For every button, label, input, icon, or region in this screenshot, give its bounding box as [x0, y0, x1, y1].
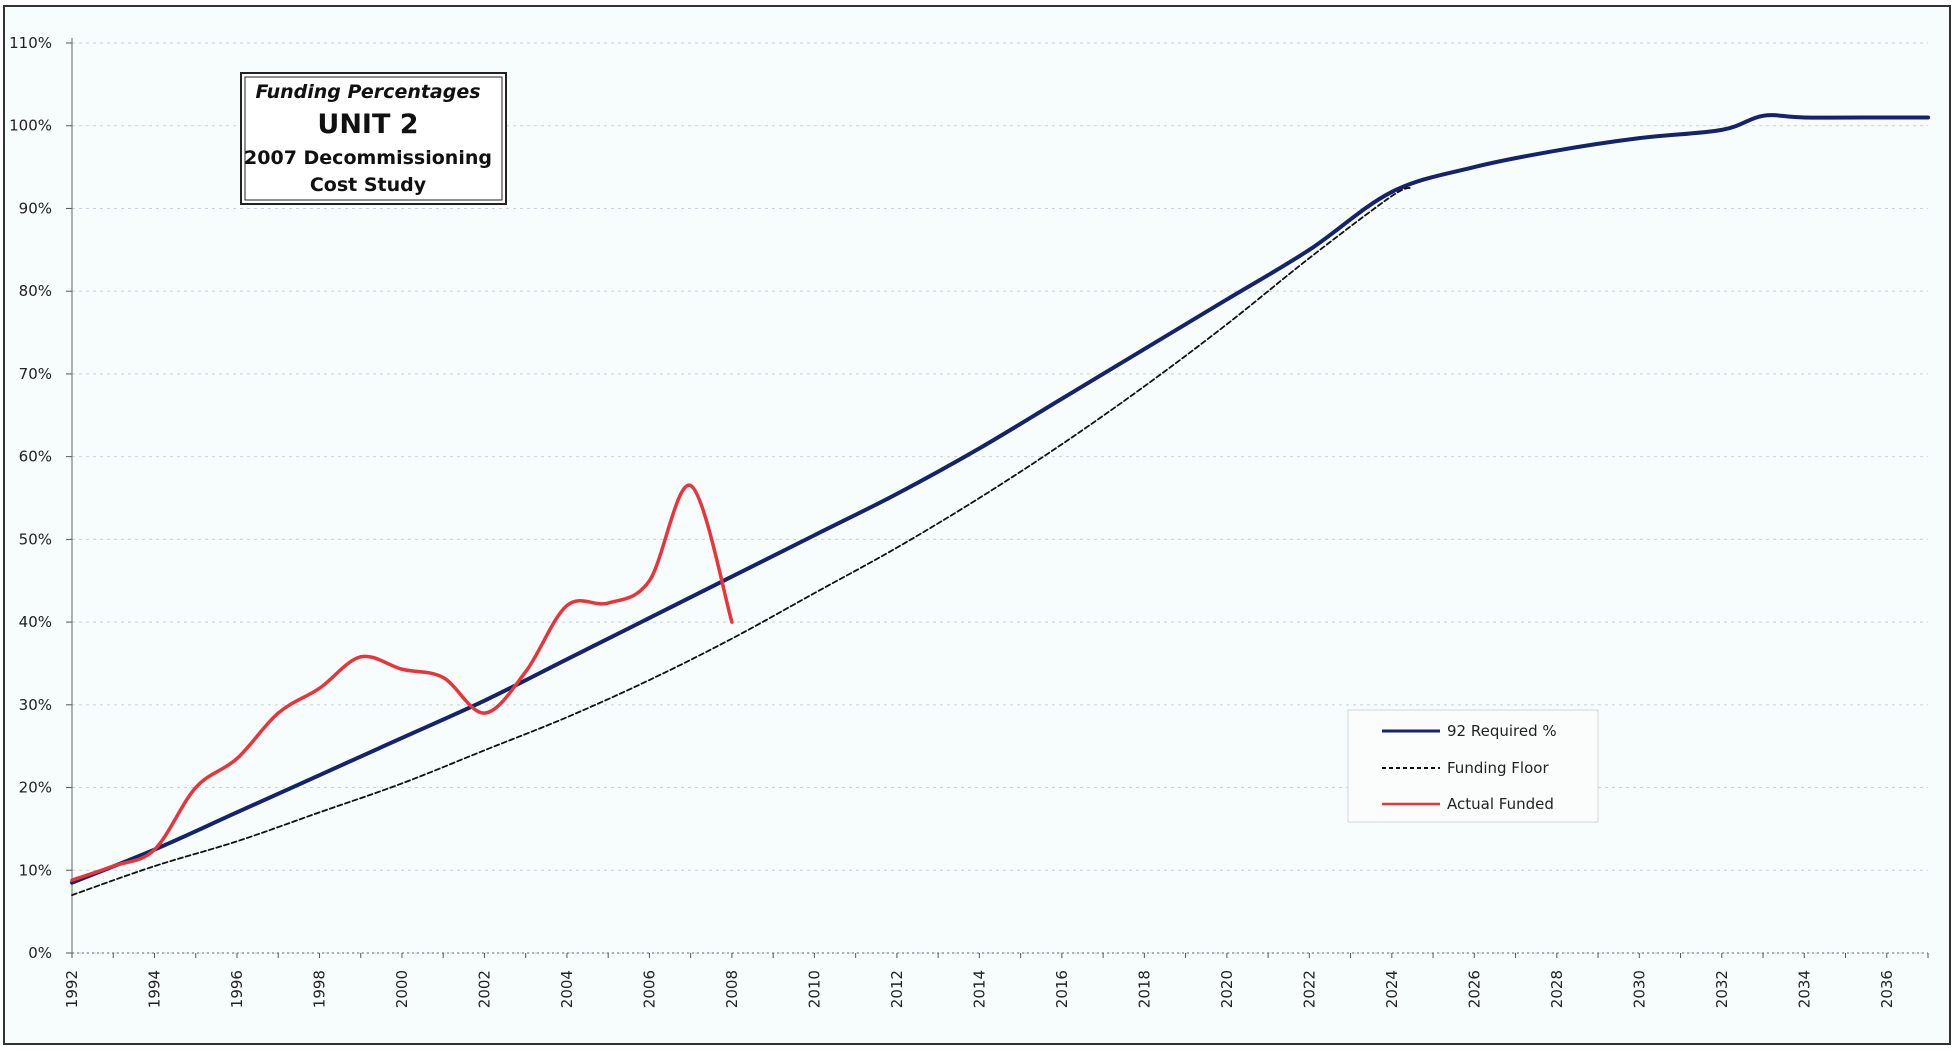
x-tick-label: 2020	[1218, 970, 1236, 1008]
x-tick-label: 1998	[310, 970, 328, 1008]
x-tick-label: 2010	[805, 970, 823, 1008]
y-axis: 0% 10% 20% 30% 40% 50% 60% 70% 80% 90% 100% 110%	[9, 34, 73, 962]
title-line-4: Cost Study	[310, 174, 427, 196]
legend-label-floor: Funding Floor	[1447, 759, 1549, 777]
x-tick-label: 2024	[1383, 970, 1401, 1008]
x-tick-label: 2000	[393, 970, 411, 1008]
x-tick-label: 2030	[1630, 970, 1648, 1008]
y-tick-label: 0%	[28, 944, 52, 962]
x-tick-label: 2028	[1548, 970, 1566, 1008]
y-tick-label: 60%	[19, 448, 52, 466]
x-tick-label: 2002	[475, 970, 493, 1008]
y-tick-label: 10%	[19, 861, 52, 879]
legend-label-required: 92 Required %	[1447, 722, 1557, 740]
x-tick-label: 2004	[558, 970, 576, 1008]
y-tick-label: 30%	[19, 696, 52, 714]
x-tick-label: 1994	[145, 970, 163, 1008]
x-tick-label: 2032	[1713, 970, 1731, 1008]
title-line-3: 2007 Decommissioning	[244, 147, 492, 169]
x-tick-label: 2014	[970, 970, 988, 1008]
y-tick-label: 50%	[19, 530, 52, 548]
x-tick-label: 2026	[1465, 970, 1483, 1008]
x-axis: 1992 1994 1996 1998 2000 2002 2004 2006 2008 2010…	[63, 952, 1929, 1008]
series-line-required	[70, 113, 1930, 885]
title-box: Funding Percentages UNIT 2 2007 Decommis…	[240, 72, 507, 205]
x-tick-label: 2036	[1878, 970, 1896, 1008]
x-tick-label: 2012	[888, 970, 906, 1008]
y-tick-label: 80%	[19, 282, 52, 300]
x-tick-label: 2016	[1053, 970, 1071, 1008]
y-tick-label: 20%	[19, 779, 52, 797]
x-tick-label: 2022	[1300, 970, 1318, 1008]
x-tick-label: 2008	[723, 970, 741, 1008]
y-tick-label: 90%	[19, 199, 52, 217]
title-box-inner-frame	[244, 76, 503, 201]
y-tick-label: 100%	[9, 117, 52, 135]
series-line-floor	[71, 186, 1414, 896]
x-tick-label: 1996	[228, 970, 246, 1008]
series-line-actual	[70, 483, 734, 882]
y-tick-label: 110%	[9, 34, 52, 52]
legend: 92 Required % Funding Floor Actual Funde…	[1347, 709, 1599, 823]
series-lines	[70, 113, 1930, 896]
x-tick-label: 2018	[1135, 970, 1153, 1008]
x-tick-label: 2006	[640, 970, 658, 1008]
title-line-1: Funding Percentages	[255, 81, 480, 103]
y-tick-label: 70%	[19, 365, 52, 383]
title-line-2: UNIT 2	[317, 109, 418, 140]
y-tick-label: 40%	[19, 613, 52, 631]
title-box-outer-frame	[240, 72, 507, 205]
legend-box	[1347, 709, 1599, 823]
legend-label-actual: Actual Funded	[1447, 795, 1554, 813]
x-tick-label: 2034	[1795, 970, 1813, 1008]
x-tick-label: 1992	[63, 970, 81, 1008]
